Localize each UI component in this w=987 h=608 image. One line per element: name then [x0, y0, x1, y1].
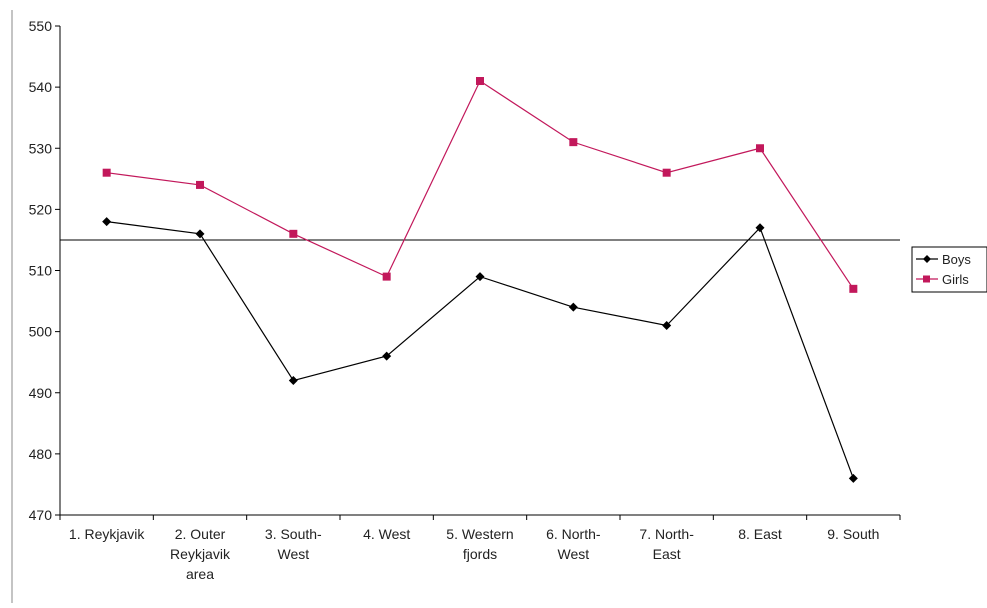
x-tick-label-line: 5. Western	[446, 526, 513, 542]
data-point-boys	[662, 321, 672, 331]
x-tick-label: 2. Outer Reykjavik area	[170, 526, 231, 582]
x-tick-label: 9. South	[827, 526, 879, 542]
data-point-boys	[568, 302, 578, 312]
y-tick-label: 540	[29, 79, 53, 95]
legend-label-boys: Boys	[942, 252, 971, 267]
y-tick-label: 490	[29, 385, 53, 401]
x-tick-label-line: Reykjavik	[170, 546, 231, 562]
x-tick-label: 4. West	[363, 526, 410, 542]
x-tick-label-line: 6. North-	[546, 526, 601, 542]
data-point-boys	[475, 272, 485, 282]
x-tick-label: 8. East	[738, 526, 782, 542]
data-point-girls	[476, 77, 484, 86]
x-tick-label-line: 8. East	[738, 526, 782, 542]
x-tick-label-line: 9. South	[827, 526, 879, 542]
data-point-girls	[569, 138, 578, 147]
y-tick-label: 520	[29, 201, 53, 217]
legend-label-girls: Girls	[942, 272, 969, 287]
y-tick-label: 530	[29, 140, 53, 156]
data-point-girls	[849, 284, 858, 293]
data-point-girls	[102, 168, 111, 177]
x-tick-label-line: West	[558, 546, 590, 562]
x-tick-label: 1. Reykjavik	[69, 526, 145, 542]
data-point-girls	[662, 168, 671, 177]
data-point-boys	[195, 229, 205, 239]
legend-marker-girls	[923, 275, 930, 283]
x-tick-label-line: 4. West	[363, 526, 410, 542]
y-tick-label: 480	[29, 446, 53, 462]
data-point-girls	[289, 229, 298, 238]
x-tick-label-line: 1. Reykjavik	[69, 526, 145, 542]
data-point-girls	[196, 180, 204, 189]
legend-marker-boys	[923, 255, 931, 263]
data-point-boys	[102, 217, 112, 227]
x-tick-label: 6. North- West	[546, 526, 601, 562]
legend-box	[911, 246, 987, 293]
data-point-boys	[288, 376, 298, 386]
x-tick-label-line: East	[653, 546, 681, 562]
y-tick-label: 500	[29, 324, 53, 340]
x-tick-label: 3. South- West	[265, 526, 322, 562]
y-tick-label: 510	[29, 263, 53, 279]
data-point-boys	[382, 351, 392, 361]
x-tick-label-line: West	[278, 546, 310, 562]
series-line-girls	[106, 80, 854, 290]
x-tick-label-line: fjords	[463, 546, 497, 562]
data-point-boys	[848, 473, 858, 483]
x-tick-label: 7. North- East	[639, 526, 694, 562]
series-line-boys	[106, 221, 854, 479]
x-tick-label-line: area	[186, 566, 214, 582]
x-tick-label-line: 3. South-	[265, 526, 322, 542]
x-tick-label-line: 2. Outer	[175, 526, 226, 542]
y-tick-label: 550	[29, 18, 53, 34]
x-tick-label-line: 7. North-	[639, 526, 694, 542]
x-tick-label: 5. Western fjords	[446, 526, 513, 562]
data-point-girls	[382, 272, 391, 281]
data-point-girls	[756, 144, 764, 153]
y-tick-label: 470	[29, 507, 53, 523]
data-point-boys	[755, 223, 765, 233]
